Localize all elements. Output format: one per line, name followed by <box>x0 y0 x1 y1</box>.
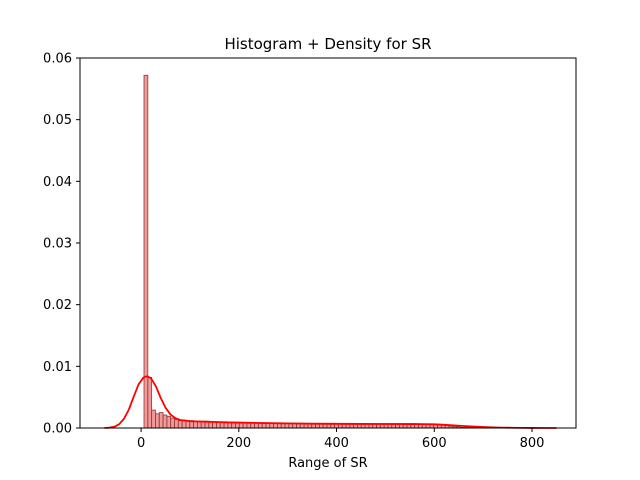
histogram-bar <box>284 423 290 429</box>
histogram-bar <box>151 409 156 429</box>
density-curve-group <box>104 375 557 429</box>
histogram-bar <box>162 414 168 429</box>
x-tick-label: 400 <box>324 436 349 451</box>
x-tick-label: 0 <box>137 436 145 451</box>
histogram-bar <box>166 415 172 429</box>
histogram-bar <box>155 413 160 429</box>
y-tick-label: 0.04 <box>43 175 72 190</box>
y-tick-label: 0.00 <box>43 422 72 437</box>
histogram-bar <box>246 422 252 429</box>
histogram-bar <box>174 418 179 429</box>
x-axis-title: Range of SR <box>288 456 367 471</box>
histogram-bar <box>177 420 183 429</box>
y-tick-label: 0.03 <box>43 237 72 252</box>
histogram-bar <box>147 377 153 429</box>
histogram-bar <box>277 423 282 429</box>
x-tick-label: 200 <box>226 436 251 451</box>
x-axis: 0 200 400 600 800 <box>137 428 544 451</box>
y-axis: 0.00 0.01 0.02 0.03 0.04 0.05 0.06 <box>43 52 80 437</box>
density-curve <box>104 375 557 429</box>
histogram-bar <box>170 417 175 429</box>
y-tick-label: 0.05 <box>43 113 72 128</box>
histogram-bar <box>143 74 149 429</box>
histogram-bar <box>250 422 255 429</box>
histogram-bar <box>280 423 286 429</box>
y-tick-label: 0.01 <box>43 360 72 375</box>
chart-title: Histogram + Density for SR <box>224 35 431 53</box>
x-tick-label: 600 <box>422 436 447 451</box>
x-tick-label: 800 <box>520 436 545 451</box>
y-tick-label: 0.06 <box>43 52 72 67</box>
y-tick-label: 0.02 <box>43 298 72 313</box>
histogram-bar <box>158 412 164 429</box>
